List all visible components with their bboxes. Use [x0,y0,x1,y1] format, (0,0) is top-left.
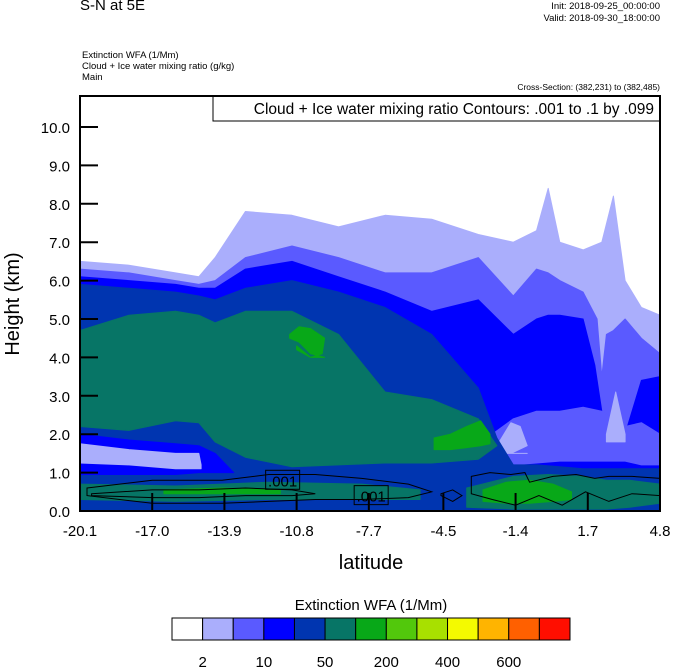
contour-label: .001 [357,489,386,506]
y-tick-label: 1.0 [49,466,70,483]
y-axis-label: Height (km) [2,252,24,355]
colorbar-box [508,617,540,641]
y-tick-label: 6.0 [49,274,70,291]
x-axis-label: latitude [339,552,404,574]
x-tick-label: -1.4 [503,523,529,540]
colorbar-box [263,617,295,641]
field-extinction: Extinction WFA (1/Mm) [82,50,179,61]
colorbar-label: 50 [317,654,334,668]
y-tick-label: 7.0 [49,235,70,252]
x-tick-label: -7.7 [356,523,382,540]
contour-fill-layer [79,187,661,512]
colorbar-box [293,617,326,641]
contour-line-001 [86,474,434,504]
colorbar-box [538,617,571,641]
y-tick-label: 9.0 [49,158,70,175]
colorbar-box [385,617,418,641]
y-tick-label: 4.0 [49,350,70,367]
field-mixing-ratio: Cloud + Ice water mixing ratio (g/kg) [82,61,235,72]
colorbar-box [447,617,479,641]
cross-section-info: Cross-Section: (382,231) to (382,485) [517,82,660,92]
colorbar: 2 10 50 200 400 600 [171,617,571,668]
x-tick-label: -20.1 [63,523,97,540]
colorbar-box [355,617,387,641]
colorbar-box [477,617,510,641]
x-tick-label: -10.8 [280,523,314,540]
init-time: Init: 2018-09-25_00:00:00 [551,1,660,12]
colorbar-label: 400 [435,654,460,668]
colorbar-label: 200 [374,654,399,668]
y-tick-label: 5.0 [49,312,70,329]
x-tick-label: -4.5 [430,523,456,540]
y-tick-label: 8.0 [49,197,70,214]
contour-band-level-1 [605,391,626,443]
contour-label-box [265,469,301,490]
time-info: Init: 2018-09-25_00:00:00 Valid: 2018-09… [543,1,660,25]
colorbar-box [232,617,265,641]
valid-time: Valid: 2018-09-30_18:00:00 [543,13,660,24]
colorbar-box [171,617,204,641]
y-tick-label: 3.0 [49,389,70,406]
y-tick-label: 10.0 [41,120,70,137]
y-tick-label: 2.0 [49,427,70,444]
field-domain: Main [82,72,103,83]
x-tick-label: 4.8 [650,523,671,540]
colorbar-box [416,617,449,641]
colorbar-label: 600 [496,654,521,668]
contour-line-001 [440,489,463,502]
x-tick-label: -13.9 [207,523,241,540]
y-tick-label: 0.0 [49,504,70,521]
x-tick-label: 1.7 [577,523,598,540]
axes: -20.1 -17.0 -13.9 -10.8 -7.7 -4.5 -1.4 1.7 4.8 0.… [41,120,671,540]
contour-label: .001 [268,473,297,490]
contour-band-level-1 [79,443,202,470]
colorbar-title: Extinction WFA (1/Mm) [294,597,448,614]
colorbar-label: 2 [198,654,206,668]
contour-band-level-6 [433,420,491,451]
contour-info-text: Cloud + Ice water mixing ratio Contours:… [254,101,654,118]
colorbar-label: 10 [256,654,273,668]
contour-band-level-6 [289,326,326,358]
field-list: Extinction WFA (1/Mm) Cloud + Ice water … [82,50,234,83]
colorbar-box [202,617,234,641]
plot-frame [79,95,661,512]
colorbar-box [324,617,357,641]
x-tick-label: -17.0 [135,523,169,540]
plot-title: S-N at 5E [80,0,146,14]
contour-label-box [353,485,389,506]
contour-line-001 [91,487,316,499]
contour-band-level-5 [79,310,498,468]
